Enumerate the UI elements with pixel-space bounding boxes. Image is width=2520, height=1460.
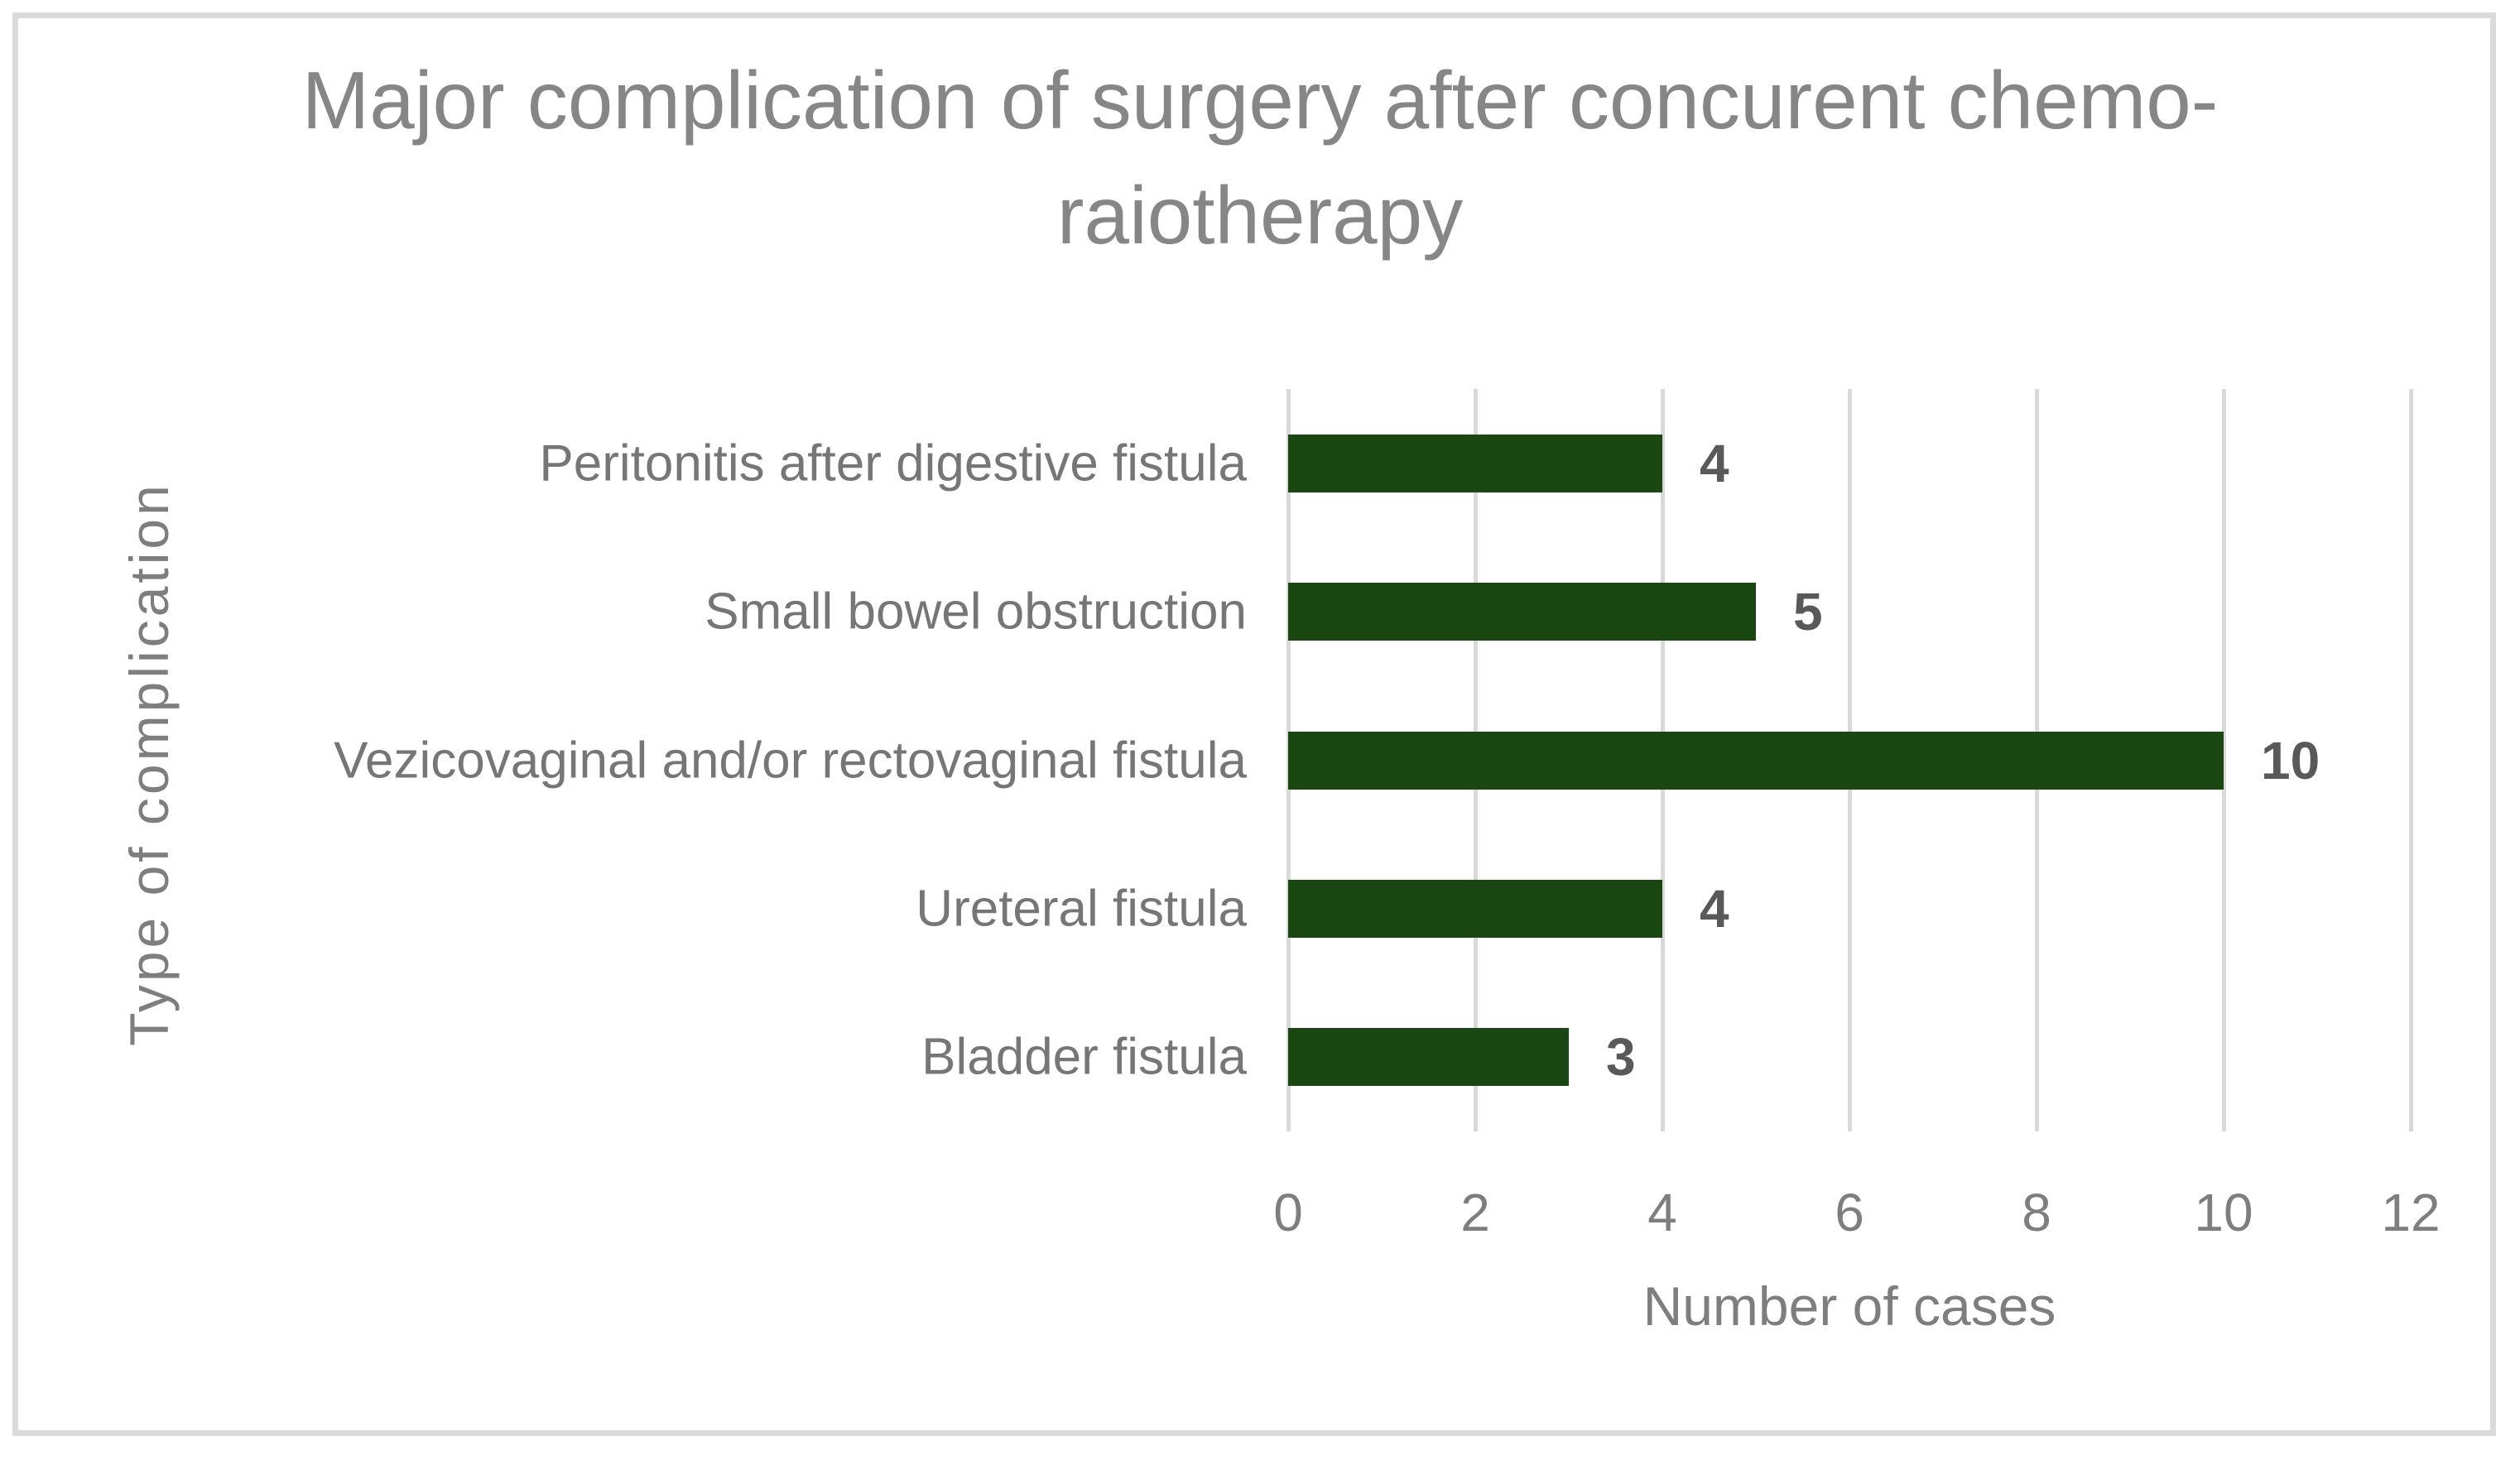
- x-tick-label-6: 6: [1835, 1183, 1864, 1242]
- x-tick-label-10: 10: [2194, 1183, 2253, 1242]
- bar-small-bowel-obstruction: [1288, 583, 1756, 641]
- x-axis-title: Number of cases: [1642, 1275, 2056, 1337]
- bar-value-label-ureteral-fistula: 4: [1700, 878, 1729, 939]
- gridline-x-10: [2221, 389, 2226, 1131]
- category-label-small-bowel-obstruction: Small bowel obstruction: [705, 583, 1247, 641]
- bar-peritonitis-after-digestive-fistula: [1288, 434, 1662, 492]
- bar-ureteral-fistula: [1288, 879, 1662, 938]
- bar-value-label-bladder-fistula: 3: [1606, 1027, 1636, 1088]
- chart-border-frame: [12, 12, 2496, 1436]
- category-label-vezicovaginal-and-or-rectovaginal-fistula: Vezicovaginal and/or rectovaginal fistul…: [334, 732, 1247, 789]
- x-tick-label-2: 2: [1460, 1183, 1490, 1242]
- category-label-bladder-fistula: Bladder fistula: [921, 1028, 1247, 1086]
- gridline-x-12: [2408, 389, 2413, 1131]
- plot-area: 4 5 10 4 3: [1286, 389, 2413, 1131]
- bar-value-label-small-bowel-obstruction: 5: [1793, 582, 1823, 642]
- x-tick-label-8: 8: [2022, 1183, 2051, 1242]
- bar-value-label-peritonitis-after-digestive-fistula: 4: [1700, 433, 1729, 493]
- category-label-peritonitis-after-digestive-fistula: Peritonitis after digestive fistula: [539, 435, 1247, 492]
- bar-bladder-fistula: [1288, 1028, 1569, 1087]
- bar-value-label-vezicovaginal-and-or-rectovaginal-fistula: 10: [2261, 730, 2320, 790]
- x-tick-label-12: 12: [2381, 1183, 2441, 1242]
- category-label-ureteral-fistula: Ureteral fistula: [916, 880, 1247, 938]
- chart-title: Major complication of surgery after conc…: [301, 55, 2219, 262]
- bar-vezicovaginal-and-or-rectovaginal-fistula: [1288, 731, 2224, 790]
- x-tick-label-0: 0: [1273, 1183, 1303, 1242]
- x-tick-label-4: 4: [1647, 1183, 1677, 1242]
